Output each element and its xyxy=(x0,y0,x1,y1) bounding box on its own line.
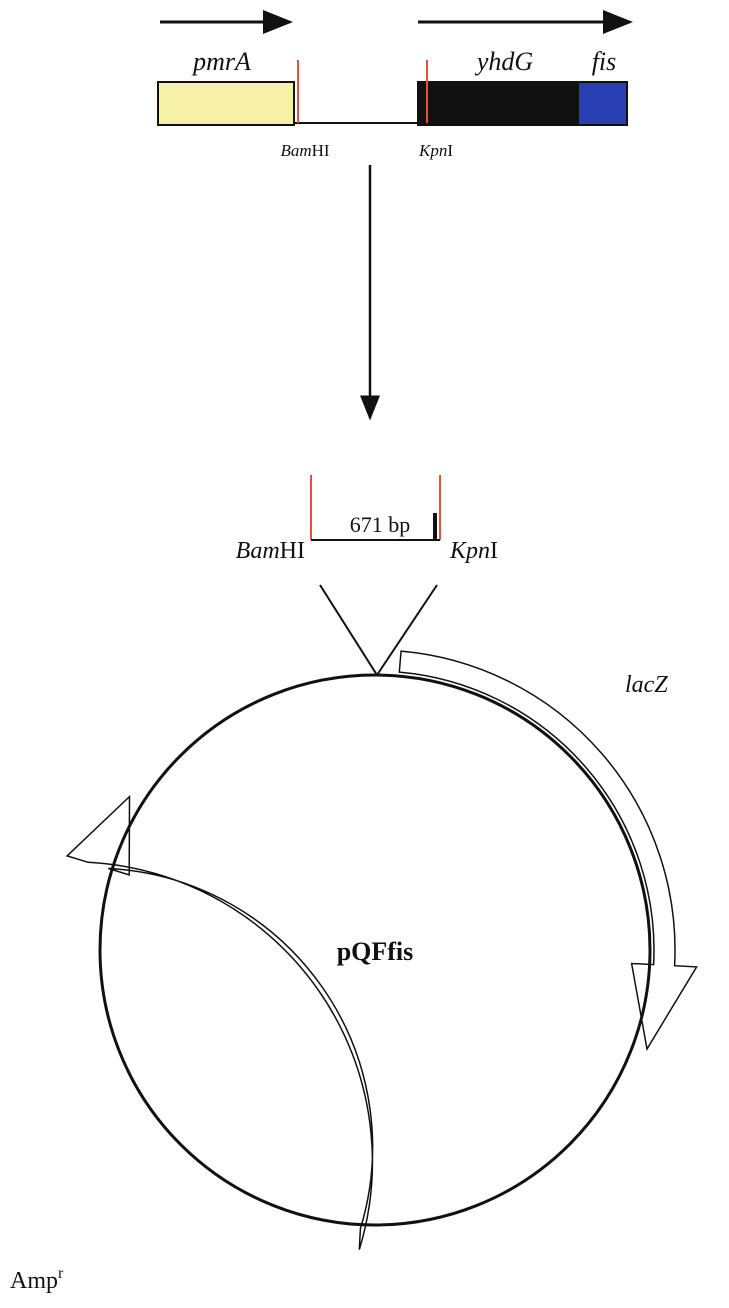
lacz-arrow xyxy=(398,650,698,1052)
gene-label: pmrA xyxy=(191,47,251,76)
gene-box xyxy=(577,81,628,126)
site-label: BamHI xyxy=(280,141,329,160)
site-label: KpnI xyxy=(449,538,498,564)
site-label: KpnI xyxy=(418,141,453,160)
plasmid-name: pQFfis xyxy=(337,937,414,966)
fragment-size: 671 bp xyxy=(350,512,411,537)
amp-arrow xyxy=(65,794,374,1250)
gene-label: Ampr xyxy=(10,1265,64,1294)
site-label: BamHI xyxy=(236,538,305,564)
gene-label: lacZ xyxy=(625,672,668,698)
plasmid xyxy=(98,673,652,1227)
insertion xyxy=(319,584,438,677)
gene-label: fis xyxy=(592,47,617,76)
gene-box xyxy=(157,81,295,126)
gene-label: yhdG xyxy=(474,47,534,76)
gene-box xyxy=(417,81,579,126)
